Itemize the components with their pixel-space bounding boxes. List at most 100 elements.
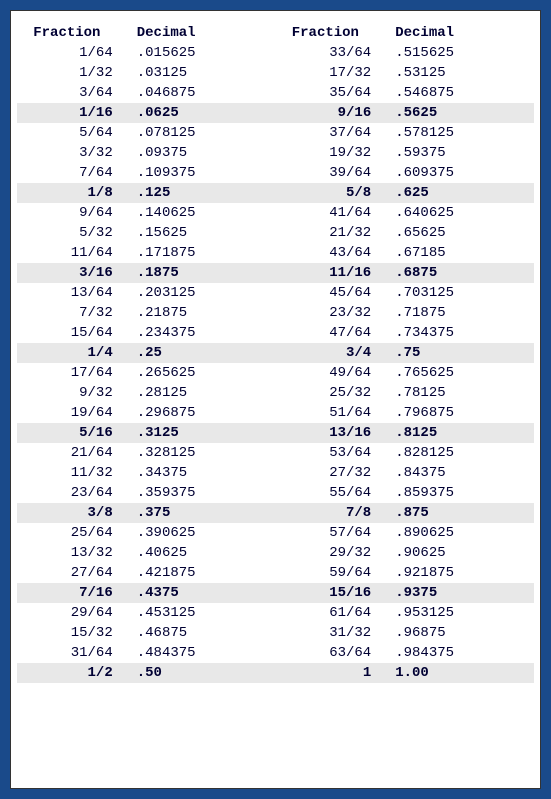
fraction-cell: 17/32 [275,63,389,83]
fraction-cell: 21/32 [275,223,389,243]
fraction-cell: 49/64 [275,363,389,383]
col-header-decimal-1: Decimal [131,23,276,43]
fraction-cell: 43/64 [275,243,389,263]
table-row: 1/64.01562533/64.515625 [17,43,534,63]
fraction-cell: 15/32 [17,623,131,643]
fraction-cell: 1/8 [17,183,131,203]
fraction-cell: 7/64 [17,163,131,183]
table-row: 1/32.0312517/32.53125 [17,63,534,83]
decimal-cell: .140625 [131,203,276,223]
decimal-cell: .703125 [389,283,534,303]
table-row: 21/64.32812553/64.828125 [17,443,534,463]
decimal-cell: .6875 [389,263,534,283]
fraction-cell: 19/64 [17,403,131,423]
table-row: 5/64.07812537/64.578125 [17,123,534,143]
decimal-cell: .421875 [131,563,276,583]
table-row: 17/64.26562549/64.765625 [17,363,534,383]
decimal-cell: .65625 [389,223,534,243]
fraction-cell: 29/64 [17,603,131,623]
decimal-cell: .40625 [131,543,276,563]
fraction-cell: 59/64 [275,563,389,583]
fraction-cell: 9/32 [17,383,131,403]
fraction-cell: 5/16 [17,423,131,443]
decimal-cell: .359375 [131,483,276,503]
decimal-cell: .50 [131,663,276,683]
decimal-cell: .234375 [131,323,276,343]
decimal-cell: .875 [389,503,534,523]
table-row: 13/64.20312545/64.703125 [17,283,534,303]
col-header-fraction-2: Fraction [275,23,389,43]
decimal-cell: .67185 [389,243,534,263]
decimal-cell: .328125 [131,443,276,463]
fraction-cell: 5/8 [275,183,389,203]
decimal-cell: .859375 [389,483,534,503]
fraction-cell: 25/64 [17,523,131,543]
decimal-cell: .609375 [389,163,534,183]
decimal-cell: .046875 [131,83,276,103]
table-row: 3/8.3757/8.875 [17,503,534,523]
decimal-cell: .890625 [389,523,534,543]
fraction-cell: 47/64 [275,323,389,343]
outer-frame: Fraction Decimal Fraction Decimal 1/64.0… [0,0,551,799]
fraction-cell: 5/64 [17,123,131,143]
decimal-cell: .828125 [389,443,534,463]
fraction-cell: 39/64 [275,163,389,183]
decimal-cell: .21875 [131,303,276,323]
table-row: 1/8.1255/8.625 [17,183,534,203]
inner-panel: Fraction Decimal Fraction Decimal 1/64.0… [10,10,541,789]
decimal-cell: .15625 [131,223,276,243]
fraction-cell: 1/2 [17,663,131,683]
fraction-cell: 29/32 [275,543,389,563]
decimal-cell: .96875 [389,623,534,643]
decimal-cell: .625 [389,183,534,203]
decimal-cell: .984375 [389,643,534,663]
decimal-cell: .078125 [131,123,276,143]
fraction-cell: 27/32 [275,463,389,483]
decimal-cell: .203125 [131,283,276,303]
table-row: 11/32.3437527/32.84375 [17,463,534,483]
table-row: 1/2.5011.00 [17,663,534,683]
fraction-cell: 11/64 [17,243,131,263]
table-row: 29/64.45312561/64.953125 [17,603,534,623]
decimal-cell: .640625 [389,203,534,223]
fraction-cell: 3/32 [17,143,131,163]
table-body: 1/64.01562533/64.5156251/32.0312517/32.5… [17,43,534,683]
decimal-cell: .796875 [389,403,534,423]
table-row: 19/64.29687551/64.796875 [17,403,534,423]
decimal-cell: .3125 [131,423,276,443]
decimal-cell: .515625 [389,43,534,63]
decimal-cell: .546875 [389,83,534,103]
fraction-cell: 51/64 [275,403,389,423]
col-header-decimal-2: Decimal [389,23,534,43]
fraction-cell: 9/16 [275,103,389,123]
decimal-cell: .25 [131,343,276,363]
decimal-cell: .84375 [389,463,534,483]
fraction-cell: 25/32 [275,383,389,403]
decimal-cell: .9375 [389,583,534,603]
fraction-cell: 1 [275,663,389,683]
decimal-cell: 1.00 [389,663,534,683]
fraction-cell: 13/32 [17,543,131,563]
table-row: 15/64.23437547/64.734375 [17,323,534,343]
fraction-cell: 55/64 [275,483,389,503]
decimal-cell: .109375 [131,163,276,183]
fraction-decimal-table: Fraction Decimal Fraction Decimal 1/64.0… [17,23,534,683]
decimal-cell: .03125 [131,63,276,83]
decimal-cell: .765625 [389,363,534,383]
fraction-cell: 31/32 [275,623,389,643]
table-row: 11/64.17187543/64.67185 [17,243,534,263]
fraction-cell: 11/16 [275,263,389,283]
decimal-cell: .46875 [131,623,276,643]
decimal-cell: .75 [389,343,534,363]
table-row: 1/4.253/4.75 [17,343,534,363]
fraction-cell: 13/64 [17,283,131,303]
decimal-cell: .125 [131,183,276,203]
decimal-cell: .0625 [131,103,276,123]
table-row: 3/64.04687535/64.546875 [17,83,534,103]
fraction-cell: 27/64 [17,563,131,583]
decimal-cell: .90625 [389,543,534,563]
decimal-cell: .734375 [389,323,534,343]
table-row: 7/32.2187523/32.71875 [17,303,534,323]
fraction-cell: 15/64 [17,323,131,343]
decimal-cell: .71875 [389,303,534,323]
